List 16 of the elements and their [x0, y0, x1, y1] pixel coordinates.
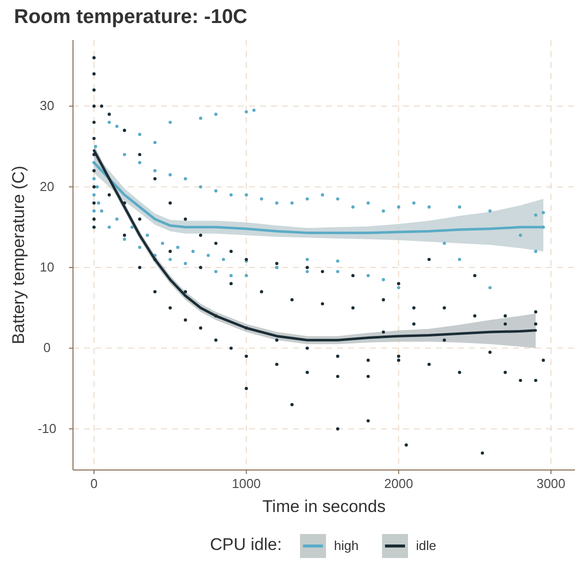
line-series [92, 161, 545, 234]
x-tick-label: 3000 [536, 476, 566, 491]
y-tick-label: 10 [40, 260, 54, 275]
y-tick-label: -10 [38, 420, 56, 436]
y-tick-label: 30 [40, 98, 54, 114]
x-tick-label: 1000 [232, 476, 261, 491]
chart-title: Room temperature: -10C [14, 6, 248, 28]
x-axis-title: Time in seconds [262, 497, 386, 516]
y-axis-title: Battery temperature (C) [9, 166, 28, 344]
legend-label: idle [416, 538, 436, 553]
y-tick-label: 0 [43, 340, 51, 356]
x-tick-label: 2000 [384, 476, 414, 491]
legend-label: high [334, 538, 359, 553]
y-tick-label: 20 [40, 178, 54, 194]
x-tick-label: 0 [90, 476, 98, 491]
legend-title: CPU idle: [210, 535, 282, 554]
